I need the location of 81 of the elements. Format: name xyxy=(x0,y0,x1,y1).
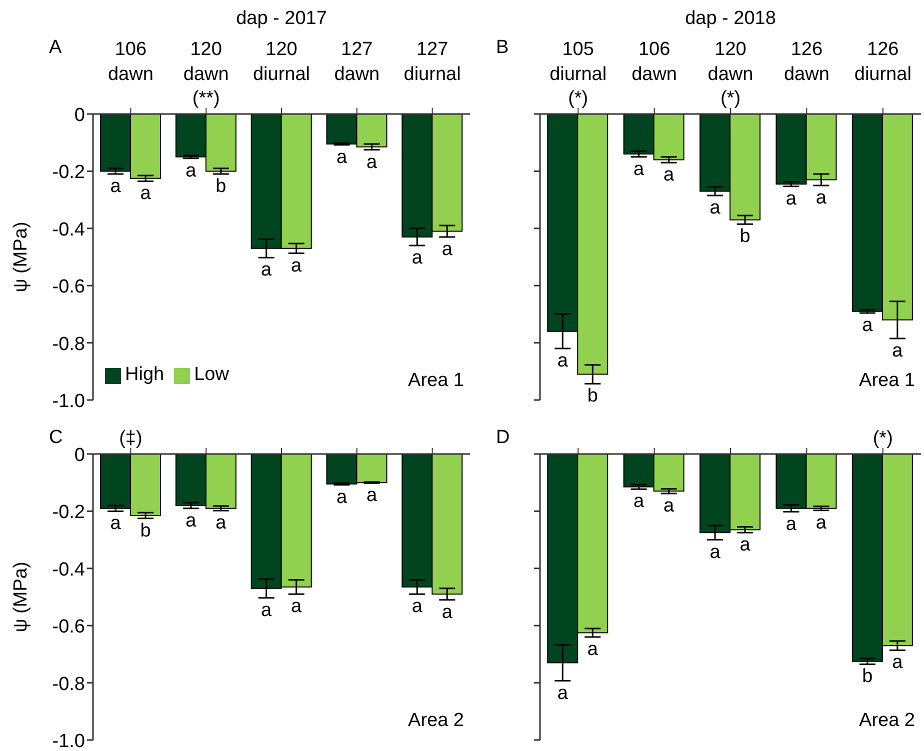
data-label: b xyxy=(140,520,151,542)
data-label: a xyxy=(291,596,302,618)
data-label: a xyxy=(587,639,598,660)
chart-title: dap - 2017 xyxy=(236,8,327,29)
data-label: a xyxy=(216,512,227,534)
y-tick-label: -1.0 xyxy=(52,391,85,412)
x-tick-label: 106 dawn xyxy=(108,39,154,85)
data-label: a xyxy=(710,198,721,219)
annotation: (*) xyxy=(872,428,893,449)
y-tick-label: -0.8 xyxy=(52,674,85,695)
data-label: b xyxy=(216,176,226,198)
x-tick-label: 126 dawn xyxy=(784,39,830,85)
x-tick-label: 105 diurnal xyxy=(550,39,607,85)
text: D xyxy=(496,426,510,448)
data-label: a xyxy=(412,596,423,618)
y-axis-title: ψ (MPa) xyxy=(10,562,32,632)
data-label: a xyxy=(816,512,827,534)
data-label: a xyxy=(186,160,197,182)
annotation: Area 2 xyxy=(408,710,464,731)
annotation: Area 1 xyxy=(408,370,464,391)
data-label: a xyxy=(862,315,874,336)
legend-label: Low xyxy=(194,364,229,385)
annotation: (*) xyxy=(568,88,588,109)
data-label: a xyxy=(664,164,675,186)
data-label: a xyxy=(110,513,122,534)
data-label: a xyxy=(786,514,797,535)
data-label: a xyxy=(442,602,453,623)
text: A xyxy=(49,36,62,58)
x-tick-label: 127 diurnal xyxy=(404,39,461,85)
y-axis-title: ψ (MPa) xyxy=(10,222,32,292)
data-label: a xyxy=(291,255,302,276)
data-label: a xyxy=(664,495,675,516)
data-label: a xyxy=(366,485,378,506)
annotation: (**) xyxy=(192,88,220,109)
chart-title: dap - 2018 xyxy=(685,8,776,29)
y-tick-label: -0.4 xyxy=(52,219,86,240)
y-tick-label: -1.0 xyxy=(52,731,85,751)
data-label: a xyxy=(634,491,645,512)
data-label: a xyxy=(186,510,197,532)
data-label: a xyxy=(366,152,378,173)
data-label: b xyxy=(740,226,750,248)
data-label: b xyxy=(587,386,598,407)
annotation: Area 2 xyxy=(859,710,915,731)
y-tick-label: -0.2 xyxy=(52,502,85,524)
data-label: a xyxy=(110,176,122,198)
data-label: a xyxy=(412,248,423,269)
x-tick-label: 106 dawn xyxy=(632,39,678,85)
annotation: (*) xyxy=(720,88,741,109)
y-tick-label: -0.4 xyxy=(52,559,86,580)
x-tick-label: 127 dawn xyxy=(334,39,380,85)
x-tick-label: 120 diurnal xyxy=(252,39,310,85)
data-label: a xyxy=(442,238,453,260)
data-label: a xyxy=(740,534,751,556)
x-tick-label: 120 dawn xyxy=(183,39,229,85)
data-label: a xyxy=(634,158,645,180)
annotation: (‡) xyxy=(119,428,142,449)
annotation: Area 1 xyxy=(859,370,915,391)
y-tick-label: -0.6 xyxy=(52,276,85,298)
text: B xyxy=(496,36,509,58)
y-tick-label: 0 xyxy=(74,105,85,126)
x-tick-label: 120 dawn xyxy=(708,39,754,85)
data-label: b xyxy=(862,666,873,688)
y-tick-label: -0.2 xyxy=(52,162,85,184)
data-label: a xyxy=(336,486,348,508)
data-label: a xyxy=(261,600,272,621)
data-label: a xyxy=(557,682,568,704)
data-label: a xyxy=(892,652,904,674)
data-label: a xyxy=(786,188,797,210)
data-label: a xyxy=(816,188,827,208)
data-label: a xyxy=(557,350,568,372)
legend-label: High xyxy=(125,364,164,385)
data-label: a xyxy=(261,260,272,281)
data-label: a xyxy=(710,542,721,563)
data-label: a xyxy=(140,183,152,204)
data-label: a xyxy=(892,340,904,362)
y-tick-label: 0 xyxy=(74,445,85,466)
y-tick-label: -0.8 xyxy=(52,334,85,355)
data-label: a xyxy=(336,146,348,168)
x-tick-label: 126 diurnal xyxy=(854,39,912,85)
y-tick-label: -0.6 xyxy=(52,616,85,638)
text: C xyxy=(49,426,63,448)
